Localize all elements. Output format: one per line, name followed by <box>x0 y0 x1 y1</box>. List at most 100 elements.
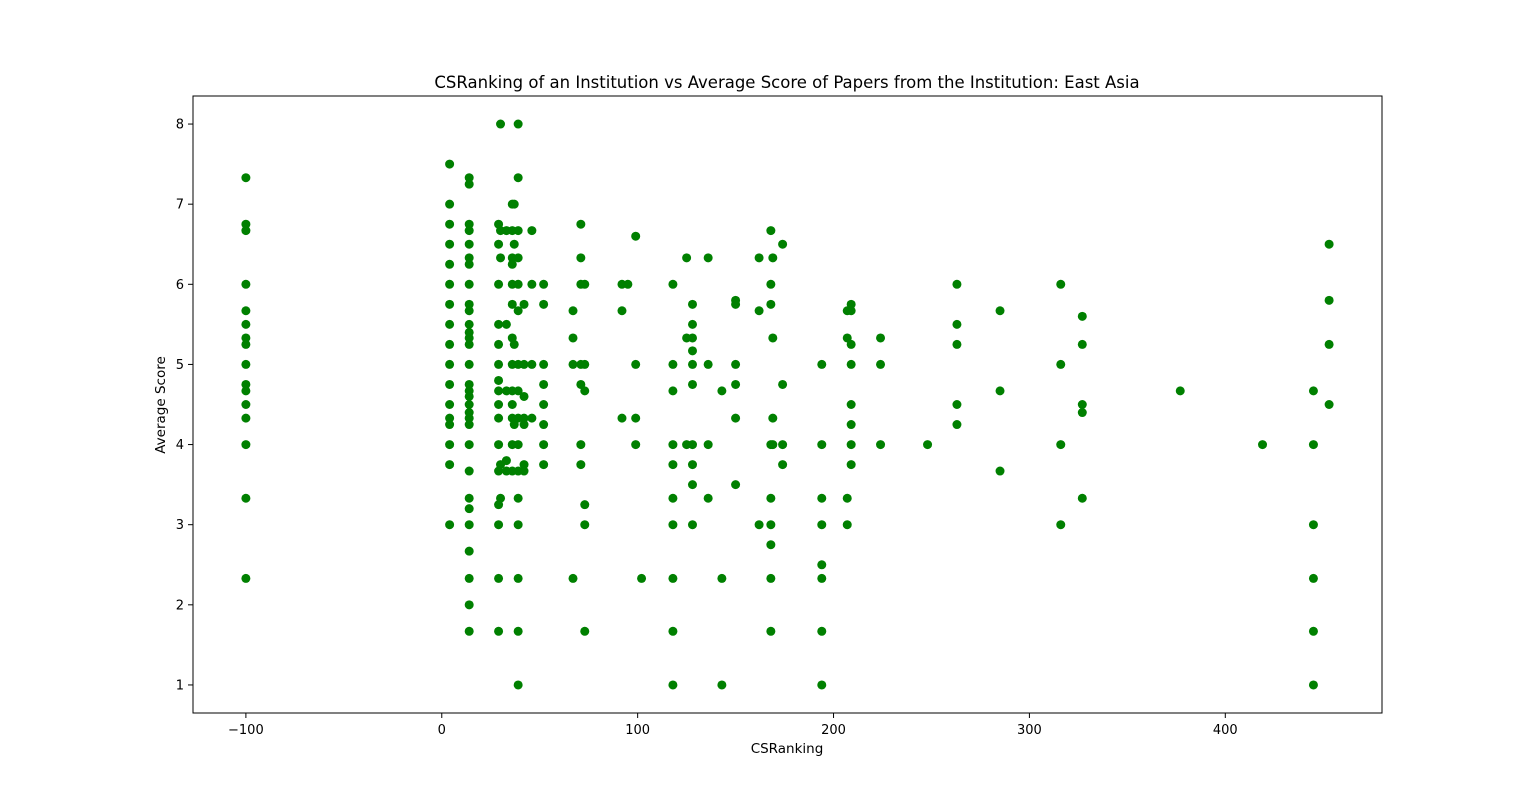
plot-area-frame <box>192 95 1383 714</box>
data-point <box>241 306 251 316</box>
data-point <box>576 440 586 450</box>
data-point <box>846 440 856 450</box>
data-point <box>241 386 251 396</box>
data-point <box>241 173 251 183</box>
data-point <box>580 500 590 510</box>
data-point <box>687 319 697 329</box>
data-point <box>445 219 455 229</box>
data-point <box>507 299 517 309</box>
data-point <box>623 279 633 289</box>
data-point <box>527 226 537 236</box>
data-point <box>687 346 697 356</box>
data-point <box>519 391 529 401</box>
data-point <box>1077 339 1087 349</box>
data-point <box>464 420 474 430</box>
data-point <box>768 253 778 263</box>
data-point <box>496 119 506 129</box>
data-point <box>568 573 578 583</box>
data-points <box>241 119 1334 690</box>
data-point <box>509 239 519 249</box>
data-point <box>539 400 549 409</box>
data-point <box>241 359 251 369</box>
data-point <box>876 333 886 343</box>
data-point <box>464 359 474 369</box>
data-point <box>766 493 776 503</box>
data-point <box>513 573 523 583</box>
data-point <box>1056 440 1066 450</box>
data-point <box>445 520 455 530</box>
data-point <box>1077 408 1087 418</box>
data-point <box>668 440 678 450</box>
data-point <box>464 400 474 409</box>
y-tick-label: 1 <box>176 678 184 693</box>
data-point <box>766 540 776 550</box>
data-point <box>668 626 678 636</box>
data-point <box>494 400 504 409</box>
data-point <box>687 359 697 369</box>
data-point <box>445 420 455 430</box>
data-point <box>766 279 776 289</box>
data-point <box>241 339 251 349</box>
data-point <box>519 460 529 470</box>
y-axis-ticks: 1 2 3 4 5 6 7 8 <box>176 118 193 693</box>
data-point <box>1077 400 1087 409</box>
data-point <box>731 413 741 423</box>
data-point <box>513 440 523 450</box>
data-point <box>509 339 519 349</box>
data-point <box>496 493 506 503</box>
data-point <box>687 333 697 343</box>
data-point <box>842 520 852 530</box>
data-point <box>494 413 504 423</box>
data-point <box>241 573 251 583</box>
data-point <box>568 306 578 316</box>
y-axis-label: Average Score <box>153 356 169 454</box>
data-point <box>668 386 678 396</box>
data-point <box>513 226 523 236</box>
data-point <box>464 319 474 329</box>
x-tick-label: 400 <box>1213 723 1238 738</box>
data-point <box>445 460 455 470</box>
data-point <box>731 359 741 369</box>
data-point <box>527 413 537 423</box>
data-point <box>687 299 697 309</box>
data-point <box>464 253 474 263</box>
data-point <box>513 493 523 503</box>
y-tick-label: 4 <box>176 438 184 453</box>
data-point <box>494 339 504 349</box>
data-point <box>576 253 586 263</box>
data-point <box>952 319 962 329</box>
data-point <box>494 279 504 289</box>
data-point <box>494 359 504 369</box>
data-point <box>241 279 251 289</box>
data-point <box>241 493 251 503</box>
data-point <box>496 253 506 263</box>
data-point <box>580 626 590 636</box>
data-point <box>876 440 886 450</box>
y-tick-label: 2 <box>176 598 184 613</box>
data-point <box>576 460 586 470</box>
y-tick-label: 8 <box>176 118 184 133</box>
data-point <box>513 520 523 530</box>
data-point <box>846 339 856 349</box>
data-point <box>464 239 474 249</box>
data-point <box>754 520 764 530</box>
data-point <box>464 299 474 309</box>
data-point <box>241 319 251 329</box>
data-point <box>778 440 788 450</box>
data-point <box>846 359 856 369</box>
data-point <box>494 319 504 329</box>
data-point <box>668 520 678 530</box>
data-point <box>539 379 549 389</box>
data-point <box>768 440 778 450</box>
data-point <box>668 460 678 470</box>
data-point <box>1077 311 1087 321</box>
data-point <box>1056 279 1066 289</box>
data-point <box>507 400 517 409</box>
data-point <box>754 253 764 263</box>
data-point <box>703 253 713 263</box>
data-point <box>687 379 697 389</box>
data-point <box>539 359 549 369</box>
data-point <box>631 231 641 241</box>
data-point <box>513 253 523 263</box>
data-point <box>445 339 455 349</box>
